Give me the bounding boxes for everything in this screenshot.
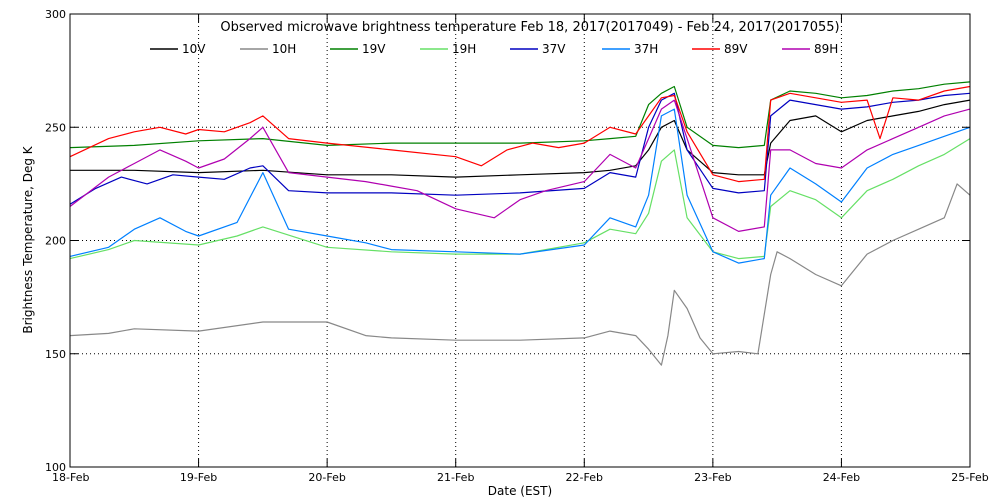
legend: 10V 10H 19V 19H 37V 37H 89V 89H	[150, 42, 838, 56]
series-line-37h	[69, 108, 971, 264]
x-tick-label: 19-Feb	[180, 471, 217, 484]
x-tick-label: 24-Feb	[823, 471, 860, 484]
y-tick-label: 150	[45, 348, 66, 361]
legend-label-37v: 37V	[542, 42, 566, 56]
legend-label-89h: 89H	[814, 42, 838, 56]
axis-ticks: 18-Feb 19-Feb 20-Feb 21-Feb 22-Feb 23-Feb 24-F…	[45, 8, 989, 484]
y-axis-label: Brightness Temperature, Deg K	[21, 145, 35, 333]
legend-label-10v: 10V	[182, 42, 206, 56]
x-tick-label: 22-Feb	[566, 471, 603, 484]
legend-label-19h: 19H	[452, 42, 476, 56]
x-axis-label: Date (EST)	[488, 484, 552, 498]
series-line-89v	[69, 85, 971, 183]
series-line-89h	[69, 99, 971, 232]
series-line-37v	[69, 92, 971, 205]
series-line-10v	[70, 99, 971, 178]
legend-label-37h: 37H	[634, 42, 658, 56]
legend-label-89v: 89V	[724, 42, 748, 56]
y-tick-label: 250	[45, 121, 66, 134]
y-tick-label: 100	[45, 461, 66, 474]
series-lines	[69, 81, 971, 366]
x-tick-label: 20-Feb	[308, 471, 345, 484]
series-line-19v	[69, 81, 971, 149]
y-tick-label: 300	[45, 8, 66, 21]
series-line-19h	[69, 138, 971, 260]
series-line-10h	[69, 183, 971, 366]
x-tick-label: 25-Feb	[951, 471, 988, 484]
legend-label-19v: 19V	[362, 42, 386, 56]
y-tick-label: 200	[45, 235, 66, 248]
x-tick-label: 21-Feb	[437, 471, 474, 484]
x-tick-label: 18-Feb	[52, 471, 89, 484]
chart-title: Observed microwave brightness temperatur…	[220, 20, 839, 35]
x-tick-label: 23-Feb	[694, 471, 731, 484]
legend-label-10h: 10H	[272, 42, 296, 56]
